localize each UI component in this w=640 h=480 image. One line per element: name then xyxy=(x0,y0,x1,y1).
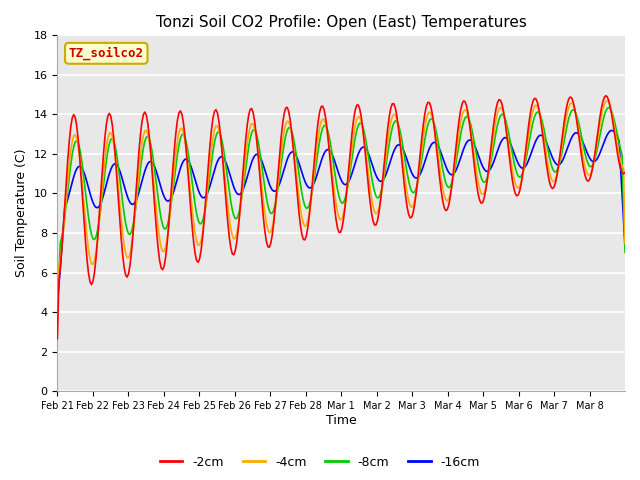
Text: TZ_soilco2: TZ_soilco2 xyxy=(68,47,144,60)
Y-axis label: Soil Temperature (C): Soil Temperature (C) xyxy=(15,149,28,277)
Legend: -2cm, -4cm, -8cm, -16cm: -2cm, -4cm, -8cm, -16cm xyxy=(155,451,485,474)
Title: Tonzi Soil CO2 Profile: Open (East) Temperatures: Tonzi Soil CO2 Profile: Open (East) Temp… xyxy=(156,15,527,30)
X-axis label: Time: Time xyxy=(326,414,356,427)
